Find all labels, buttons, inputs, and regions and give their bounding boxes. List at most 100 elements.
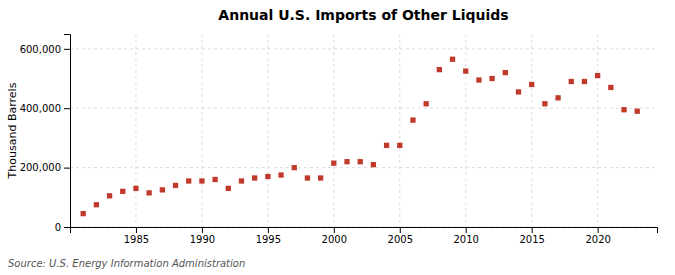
y-tick-mark bbox=[64, 227, 70, 228]
source-note: Source: U.S. Energy Information Administ… bbox=[8, 258, 245, 269]
point bbox=[569, 79, 574, 84]
x-tick-mark bbox=[466, 227, 467, 233]
point bbox=[516, 89, 521, 94]
point bbox=[173, 183, 178, 188]
x-tick: 2020 bbox=[585, 227, 610, 245]
x-grid-line bbox=[267, 34, 268, 227]
x-axis: 1985 1990 1995 2000 2005 2010 2015 2020 bbox=[71, 227, 658, 245]
point bbox=[555, 95, 560, 100]
y-tick-label: 0 bbox=[55, 222, 61, 233]
point bbox=[358, 159, 363, 164]
point bbox=[384, 143, 389, 148]
x-tick: 2015 bbox=[519, 227, 544, 245]
y-tick: 200,000 bbox=[20, 162, 70, 173]
point bbox=[147, 190, 152, 195]
x-tick-mark bbox=[400, 227, 401, 233]
point bbox=[133, 186, 138, 191]
y-tick-mark bbox=[64, 49, 70, 50]
point bbox=[489, 76, 494, 81]
y-axis: 0 200,000 400,000 600,000 bbox=[20, 35, 71, 233]
y-grid-line bbox=[70, 167, 657, 168]
point bbox=[410, 117, 415, 122]
x-tick-label: 2015 bbox=[519, 234, 544, 245]
y-tick-label: 200,000 bbox=[20, 162, 61, 173]
x-tick: 1985 bbox=[124, 227, 149, 245]
x-tick: 2000 bbox=[322, 227, 347, 245]
point bbox=[292, 165, 297, 170]
y-tick-label: 400,000 bbox=[20, 103, 61, 114]
y-tick-mark bbox=[64, 168, 70, 169]
point bbox=[397, 143, 402, 148]
x-axis-line bbox=[71, 228, 658, 234]
x-tick-mark bbox=[334, 227, 335, 233]
point bbox=[635, 109, 640, 114]
point bbox=[582, 79, 587, 84]
point bbox=[621, 107, 626, 112]
x-tick-label: 2005 bbox=[388, 234, 413, 245]
x-tick-mark bbox=[268, 227, 269, 233]
point bbox=[226, 186, 231, 191]
point bbox=[529, 82, 534, 87]
point bbox=[608, 85, 613, 90]
x-grid-line bbox=[399, 34, 400, 227]
point bbox=[199, 178, 204, 183]
chart: 1985 1990 1995 2000 2005 2010 2015 2020 0 200,000… bbox=[0, 0, 675, 275]
x-grid-line bbox=[135, 34, 136, 227]
y-tick: 400,000 bbox=[20, 103, 70, 114]
y-tick: 600,000 bbox=[20, 44, 70, 55]
title: Annual U.S. Imports of Other Liquids bbox=[218, 7, 508, 23]
point bbox=[120, 189, 125, 194]
point bbox=[463, 68, 468, 73]
x-tick-label: 2010 bbox=[454, 234, 479, 245]
point bbox=[94, 202, 99, 207]
point bbox=[305, 175, 310, 180]
point bbox=[437, 67, 442, 72]
x-tick: 2005 bbox=[388, 227, 413, 245]
x-tick: 1995 bbox=[256, 227, 281, 245]
y-tick-label: 600,000 bbox=[20, 44, 61, 55]
points bbox=[81, 57, 640, 217]
point bbox=[160, 187, 165, 192]
plot: 1985 1990 1995 2000 2005 2010 2015 2020 0 200,000… bbox=[20, 34, 658, 245]
point bbox=[450, 57, 455, 62]
point bbox=[212, 177, 217, 182]
y-axis-line bbox=[64, 35, 71, 228]
x-tick: 2010 bbox=[454, 227, 479, 245]
x-tick: 1990 bbox=[190, 227, 215, 245]
point bbox=[542, 101, 547, 106]
point bbox=[595, 73, 600, 78]
x-grid-line bbox=[597, 34, 598, 227]
x-grid-line bbox=[333, 34, 334, 227]
x-grid-line bbox=[465, 34, 466, 227]
x-tick-mark bbox=[202, 227, 203, 233]
point bbox=[331, 161, 336, 166]
point bbox=[503, 70, 508, 75]
y-axis-title: Thousand Barrels bbox=[6, 82, 19, 179]
x-tick-label: 2020 bbox=[585, 234, 610, 245]
x-tick-label: 1995 bbox=[256, 234, 281, 245]
point bbox=[81, 211, 86, 216]
point bbox=[476, 77, 481, 82]
point bbox=[265, 174, 270, 179]
x-tick-mark bbox=[532, 227, 533, 233]
point bbox=[107, 193, 112, 198]
y-grid-line bbox=[70, 48, 657, 49]
point bbox=[239, 178, 244, 183]
point bbox=[252, 175, 257, 180]
point bbox=[278, 172, 283, 177]
point bbox=[424, 101, 429, 106]
x-tick-mark bbox=[136, 227, 137, 233]
y-tick-mark bbox=[64, 108, 70, 109]
point bbox=[344, 159, 349, 164]
point bbox=[371, 162, 376, 167]
x-tick-label: 1985 bbox=[124, 234, 149, 245]
x-tick-mark bbox=[598, 227, 599, 233]
point bbox=[318, 175, 323, 180]
x-tick-label: 2000 bbox=[322, 234, 347, 245]
x-grid-line bbox=[531, 34, 532, 227]
grid bbox=[70, 34, 657, 227]
x-tick-label: 1990 bbox=[190, 234, 215, 245]
y-tick: 0 bbox=[55, 222, 70, 233]
point bbox=[186, 178, 191, 183]
y-grid-line bbox=[70, 108, 657, 109]
